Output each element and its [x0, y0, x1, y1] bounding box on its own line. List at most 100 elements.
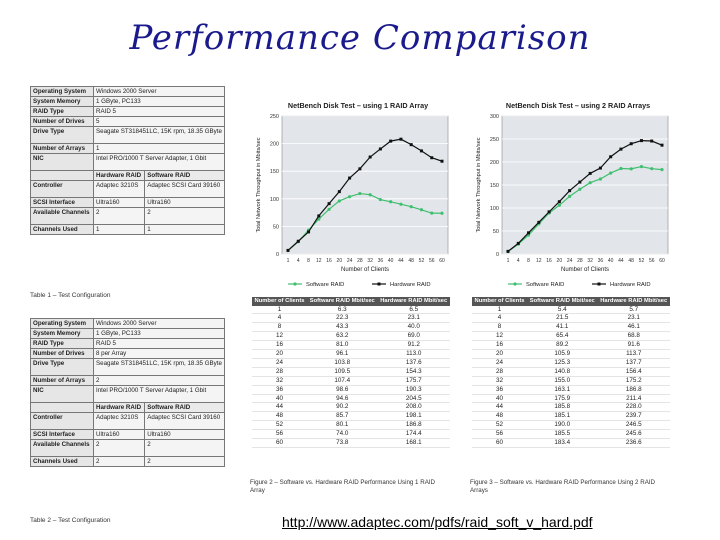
config-row: Channels Used 1 1: [30, 224, 225, 235]
table-cell: 168.1: [377, 438, 450, 448]
config-table-1-caption: Table 1 – Test Configuration: [30, 292, 111, 299]
table-row: 56 185.5 245.6: [472, 429, 670, 440]
config-table-2-caption: Table 2 – Test Configuration: [30, 517, 111, 524]
config-value: Adaptec SCSI Card 39160: [144, 412, 225, 430]
x-tick-label: 4: [297, 258, 300, 264]
config-value: Intel PRO/1000 T Server Adapter, 1 Gbit: [93, 153, 225, 171]
x-tick-label: 32: [587, 258, 593, 264]
data-point-hardware: [430, 156, 434, 160]
table-row: 48 185.1 239.7: [472, 411, 670, 422]
x-tick-label: 16: [546, 258, 552, 264]
table-cell: 32: [472, 376, 528, 386]
table-cell: 98.6: [307, 385, 378, 395]
table-row: 1 6.3 6.5: [252, 305, 450, 315]
table-cell: 175.9: [527, 394, 598, 404]
table-row: 20 96.1 113.0: [252, 349, 450, 359]
x-tick-label: 8: [527, 258, 530, 264]
config-value: Ultra160: [144, 197, 225, 208]
data-point-hardware: [399, 137, 403, 141]
data-table-1: Number of Clients Software RAID Mbit/sec H…: [252, 297, 450, 448]
data-point-hardware: [440, 159, 444, 163]
table-cell: 44: [472, 402, 528, 413]
data-point-hardware: [419, 149, 423, 153]
table-cell: 8: [252, 322, 308, 333]
data-point-software: [557, 203, 561, 207]
table-row: 1 5.4 5.7: [472, 305, 670, 315]
data-point-software: [378, 197, 382, 202]
table-cell: 65.4: [527, 331, 598, 342]
figure-2-caption: Figure 2 – Software vs. Hardware RAID Pe…: [250, 479, 436, 494]
config-label: [30, 402, 94, 413]
figure-3-caption: Figure 3 – Software vs. Hardware RAID Pe…: [470, 479, 656, 494]
x-tick-label: 60: [659, 258, 665, 264]
config-value: 2: [144, 439, 225, 457]
legend-marker: [597, 282, 601, 286]
table-cell: 40.0: [377, 322, 450, 333]
column-header: Software RAID Mbit/sec: [527, 297, 598, 306]
config-label: Channels Used: [30, 224, 94, 235]
table-cell: 208.0: [377, 402, 450, 413]
table-cell: 40: [252, 394, 308, 404]
data-point-software: [619, 166, 623, 171]
table-cell: 5.7: [597, 305, 670, 315]
config-label: Controller: [30, 180, 94, 198]
legend-marker: [513, 282, 517, 286]
table-cell: 16: [252, 340, 308, 351]
table-cell: 107.4: [307, 376, 378, 386]
table-cell: 6.3: [307, 305, 378, 315]
data-point-software: [650, 167, 654, 171]
table-cell: 91.2: [377, 340, 450, 351]
legend-label: Software RAID: [526, 282, 564, 288]
config-value: Intel PRO/1000 T Server Adapter, 1 Gbit: [93, 385, 225, 403]
legend-marker: [377, 282, 381, 286]
data-point-software: [430, 211, 434, 215]
x-tick-label: 44: [398, 258, 404, 264]
config-row: Channels Used 2 2: [30, 456, 225, 467]
config-label: RAID Type: [30, 338, 94, 349]
config-row: NIC Intel PRO/1000 T Server Adapter, 1 Gb…: [30, 385, 225, 403]
table-cell: 43.3: [307, 322, 378, 333]
x-tick-label: 52: [639, 258, 645, 264]
table-row: 4 22.3 23.1: [252, 313, 450, 324]
table-cell: 190.0: [527, 420, 598, 431]
chart-title: NetBench Disk Test – using 2 RAID Arrays: [506, 101, 650, 110]
table-cell: 80.1: [307, 420, 378, 431]
config-value: RAID 5: [93, 338, 225, 349]
x-axis-label: Number of Clients: [561, 267, 609, 273]
x-tick-label: 12: [316, 258, 322, 264]
table-row: 8 43.3 40.0: [252, 322, 450, 333]
data-point-hardware: [568, 189, 572, 193]
config-row: Number of Arrays 2: [30, 375, 225, 386]
config-value: Adaptec SCSI Card 39160: [144, 180, 225, 198]
table-cell: 236.6: [597, 438, 670, 448]
table-row: 20 105.9 113.7: [472, 349, 670, 359]
x-tick-label: 36: [378, 258, 384, 264]
source-link[interactable]: http://www.adaptec.com/pdfs/raid_soft_v_…: [282, 514, 593, 530]
data-point-software: [639, 165, 644, 169]
config-label: Number of Arrays: [30, 375, 94, 386]
table-cell: 183.4: [527, 438, 598, 448]
config-value: 2: [144, 207, 225, 225]
config-table-1: Operating System Windows 2000 Server Syste…: [30, 86, 225, 235]
config-label: NIC: [30, 385, 94, 403]
config-value: Software RAID: [144, 170, 225, 181]
x-tick-label: 40: [608, 258, 614, 264]
config-value: Windows 2000 Server: [93, 86, 225, 97]
table-cell: 24: [472, 358, 528, 368]
data-point-software: [660, 168, 664, 172]
config-label: Drive Type: [30, 358, 94, 376]
config-row: SCSI Interface Ultra160 Ultra160: [30, 197, 225, 208]
y-tick-label: 0: [496, 252, 499, 258]
config-value: Adaptec 3210S: [92, 180, 146, 198]
table-cell: 211.4: [597, 394, 670, 404]
data-point-hardware: [409, 143, 413, 147]
x-tick-label: 24: [567, 258, 573, 264]
x-tick-label: 24: [347, 258, 353, 264]
config-row: Number of Drives 8 per Array: [30, 348, 225, 359]
table-cell: 40: [472, 394, 528, 404]
table-cell: 48: [472, 411, 528, 422]
config-value: Windows 2000 Server: [93, 318, 225, 329]
x-tick-label: 8: [307, 258, 310, 264]
x-tick-label: 16: [326, 258, 332, 264]
config-value: 1: [92, 224, 146, 235]
